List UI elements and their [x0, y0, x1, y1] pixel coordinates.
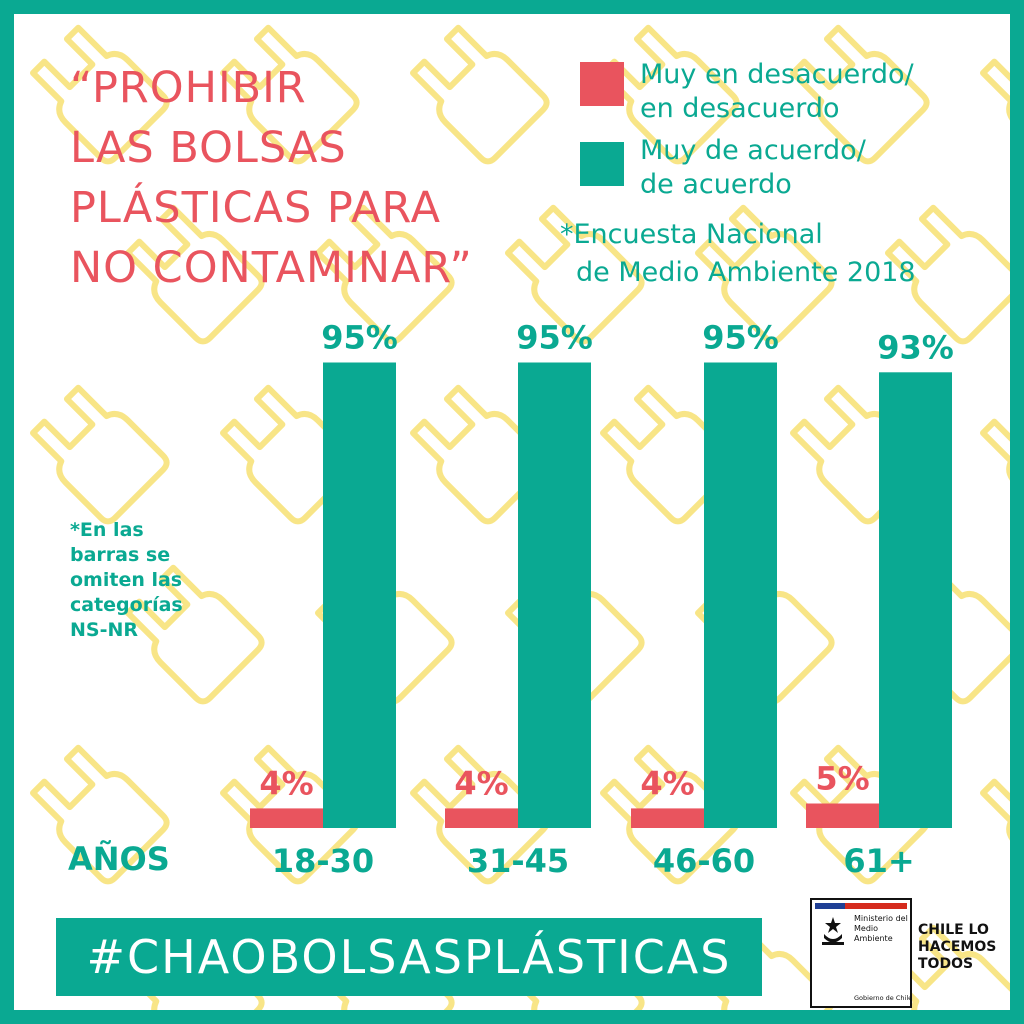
ministry-logo: Ministerio del Medio Ambiente Gobierno d… — [810, 898, 912, 1008]
legend-label-agree: Muy de acuerdo/ de acuerdo — [640, 134, 980, 202]
x-tick-label-46-60: 46-60 — [653, 842, 755, 880]
x-tick-label-18-30: 18-30 — [272, 842, 374, 880]
bar-agree-31-45 — [518, 362, 591, 828]
source-line: *Encuesta Nacional — [560, 219, 823, 250]
bar-disagree-31-45 — [445, 808, 518, 828]
data-label-agree-61+: 93% — [877, 328, 954, 366]
logo-line: Ambiente — [854, 934, 893, 943]
logo-ministry-name: Ministerio del Medio Ambiente — [854, 914, 908, 944]
plastic-bag-outline-icon — [124, 564, 265, 705]
legend-swatch-agree — [580, 142, 624, 186]
note-line: omiten las — [70, 569, 183, 591]
data-label-disagree-61+: 5% — [815, 760, 869, 798]
bar-disagree-61+ — [806, 803, 879, 828]
note-line: NS-NR — [70, 619, 139, 641]
legend-line: en desacuerdo — [640, 93, 840, 124]
logo-government: Gobierno de Chile — [854, 994, 913, 1002]
plastic-bag-outline-icon — [789, 24, 930, 165]
bar-agree-61+ — [879, 372, 952, 828]
plastic-bag-outline-icon — [29, 384, 170, 525]
slogan: CHILE LO HACEMOS TODOS — [918, 922, 996, 973]
data-label-agree-46-60: 95% — [702, 319, 779, 357]
x-tick-label-31-45: 31-45 — [467, 842, 569, 880]
coat-of-arms-icon — [822, 917, 844, 945]
plastic-bag-outline-icon — [219, 24, 360, 165]
plastic-bag-outline-icon — [409, 24, 550, 165]
bar-chart: 4% 95% 18-30 4% 95% 31-45 4% 95% 46-60 5% 93% 61+ — [250, 319, 954, 880]
plastic-bag-outline-icon — [29, 744, 170, 885]
flag-stripe-blue — [815, 903, 845, 909]
legend-line: de acuerdo — [640, 169, 792, 200]
bar-disagree-18-30 — [250, 808, 323, 828]
legend-line: Muy en desacuerdo/ — [640, 59, 914, 90]
infographic-title: “PROHIBIR LAS BOLSAS PLÁSTICAS PARA NO C… — [70, 58, 473, 298]
plastic-bag-outline-icon — [29, 24, 170, 165]
slogan-line: CHILE LO — [918, 922, 989, 938]
logo-line: Ministerio del — [854, 914, 908, 923]
flag-stripe-red — [845, 903, 907, 909]
x-tick-label-61+: 61+ — [843, 842, 914, 880]
plastic-bag-outline-icon — [884, 204, 1010, 345]
source-line: de Medio Ambiente 2018 — [576, 257, 916, 288]
data-label-disagree-46-60: 4% — [640, 764, 694, 802]
plastic-bag-outline-icon — [504, 204, 645, 345]
data-label-agree-31-45: 95% — [516, 319, 593, 357]
plastic-bag-outline-icon — [314, 204, 455, 345]
survey-source: *Encuesta Nacional de Medio Ambiente 201… — [560, 216, 916, 292]
title-line: LAS BOLSAS — [70, 123, 347, 173]
bar-disagree-46-60 — [631, 808, 704, 828]
note-line: categorías — [70, 594, 183, 616]
slogan-line: TODOS — [918, 956, 974, 972]
plastic-bag-outline-icon — [694, 204, 835, 345]
title-line: PLÁSTICAS PARA — [70, 183, 442, 233]
data-label-disagree-18-30: 4% — [259, 764, 313, 802]
plastic-bag-outline-icon — [124, 204, 265, 345]
plastic-bag-outline-icon — [599, 24, 740, 165]
title-line: NO CONTAMINAR” — [70, 243, 473, 293]
bar-agree-18-30 — [323, 362, 396, 828]
logo-line: Medio — [854, 924, 879, 933]
legend-swatch-disagree — [580, 62, 624, 106]
note-line: barras se — [70, 544, 171, 566]
x-axis-label: AÑOS — [68, 840, 170, 878]
data-label-agree-18-30: 95% — [321, 319, 398, 357]
footnote-omitted-categories: *En las barras se omiten las categorías … — [70, 518, 220, 643]
plastic-bag-outline-icon — [884, 924, 1010, 1010]
data-label-disagree-31-45: 4% — [454, 764, 508, 802]
legend-line: Muy de acuerdo/ — [640, 135, 866, 166]
hashtag-banner: #CHAOBOLSASPLÁSTICAS — [56, 918, 762, 996]
slogan-line: HACEMOS — [918, 939, 997, 955]
bar-agree-46-60 — [704, 362, 777, 828]
title-line: “PROHIBIR — [70, 63, 307, 113]
legend-label-disagree: Muy en desacuerdo/ en desacuerdo — [640, 58, 980, 126]
note-line: *En las — [70, 519, 144, 541]
